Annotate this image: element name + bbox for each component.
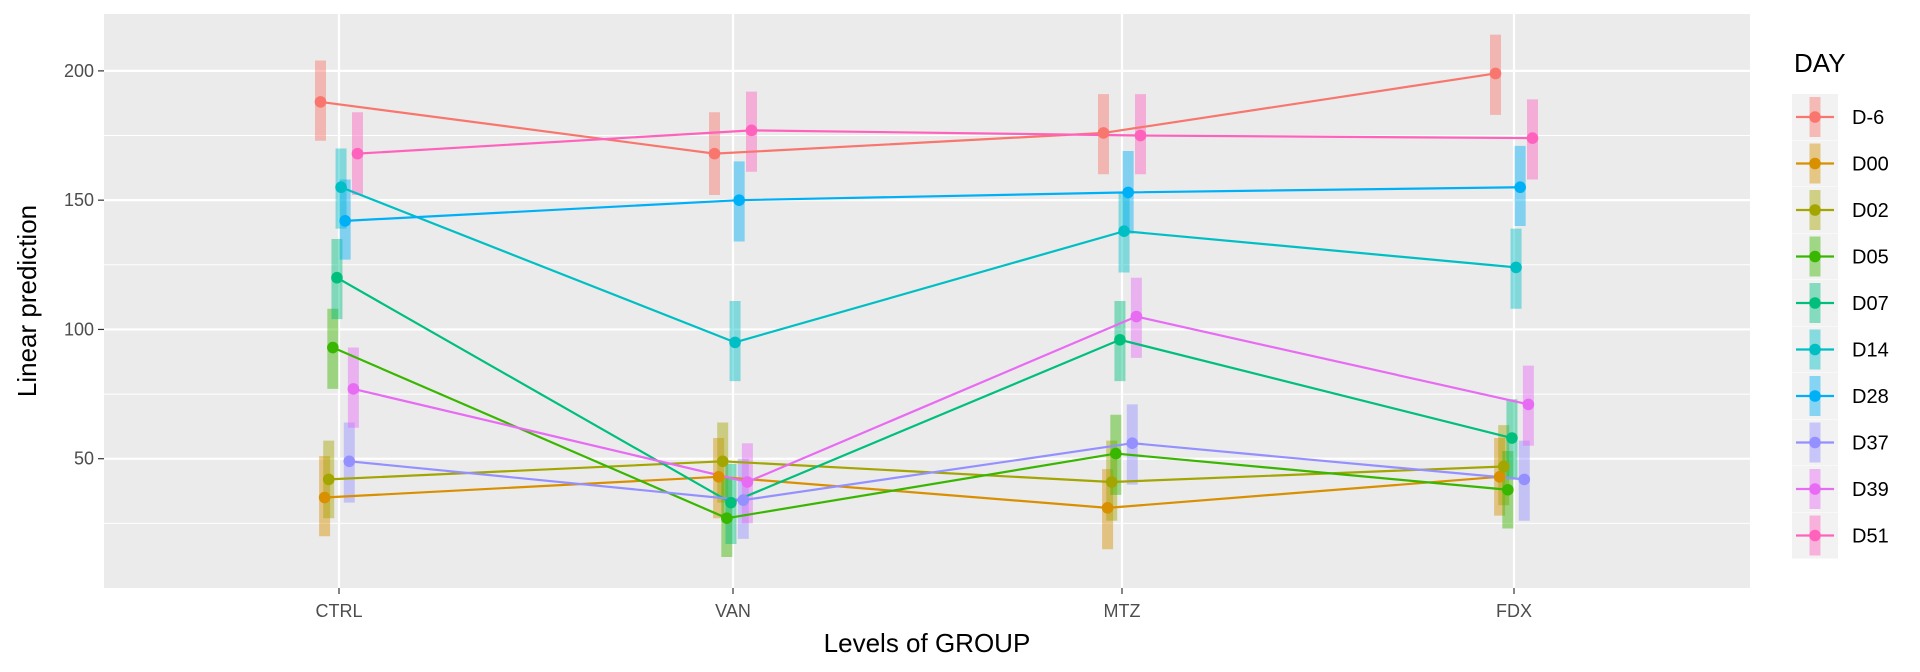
y-axis-title: Linear prediction	[12, 205, 42, 397]
series-line-d02	[328, 460, 1504, 484]
data-point-d-6	[708, 147, 721, 160]
data-point-d51	[1134, 129, 1147, 142]
legend-label-d05: D05	[1852, 247, 1889, 269]
data-point-d05	[1502, 483, 1514, 496]
legend-key-point	[1809, 111, 1821, 123]
data-point-d51	[745, 124, 758, 137]
data-point-d14	[729, 336, 741, 349]
data-point-d51	[351, 147, 364, 160]
data-point-d14	[1510, 261, 1522, 274]
series-line-d00	[324, 475, 1500, 509]
x-tick-label: CTRL	[315, 601, 362, 621]
data-point-d07	[1114, 333, 1126, 346]
legend: DAY D-6 D00 D02 D05 D07 D14 D28 D37 D39 D51	[1792, 48, 1889, 559]
legend-label-d00: D00	[1852, 154, 1889, 176]
data-point-d05	[721, 512, 733, 524]
series-line-d39	[353, 315, 1529, 484]
data-point-d39	[1522, 398, 1535, 411]
series-line-d05	[332, 346, 1508, 520]
legend-key-point	[1809, 529, 1821, 542]
data-point-d05	[327, 341, 339, 354]
data-point-d-6	[1489, 67, 1502, 80]
y-tick-label: 200	[64, 61, 94, 81]
data-point-d28	[1122, 186, 1134, 199]
data-point-d02	[322, 473, 335, 486]
legend-key-point	[1809, 157, 1821, 170]
legend-key-point	[1809, 343, 1821, 356]
data-point-d37	[1518, 473, 1531, 486]
legend-key-point	[1809, 483, 1821, 495]
series-line-d-6	[320, 72, 1496, 155]
data-point-d00	[318, 491, 331, 504]
legend-title: DAY	[1794, 48, 1846, 78]
data-point-d-6	[1097, 127, 1110, 139]
series-line-d51	[357, 129, 1533, 155]
legend-label-d02: D02	[1852, 200, 1889, 222]
x-axis: CTRL VAN MTZ FDX	[315, 588, 1532, 621]
y-tick-label: 150	[64, 190, 94, 210]
x-axis-title: Levels of GROUP	[824, 628, 1031, 658]
series-line-d07	[336, 276, 1513, 504]
series-points	[314, 67, 1539, 524]
x-tick-label: MTZ	[1104, 601, 1141, 621]
data-point-d-6	[314, 96, 327, 108]
data-point-d37	[737, 494, 750, 506]
data-point-d37	[343, 455, 356, 468]
legend-key-point	[1809, 436, 1821, 449]
grid-lines	[104, 14, 1750, 588]
data-point-d02	[716, 455, 729, 468]
legend-key-point	[1809, 250, 1821, 263]
y-tick-label: 50	[74, 449, 94, 469]
y-tick-label: 100	[64, 319, 94, 339]
data-point-d28	[733, 194, 745, 206]
series-line-d37	[349, 442, 1525, 502]
legend-label-d39: D39	[1852, 479, 1889, 501]
series-line-d14	[340, 186, 1517, 344]
data-point-d14	[1118, 225, 1130, 237]
legend-key-point	[1809, 390, 1821, 402]
data-point-d02	[1497, 460, 1510, 473]
data-point-d51	[1526, 132, 1539, 144]
legend-label-d37: D37	[1852, 433, 1889, 455]
data-point-d07	[725, 496, 737, 509]
data-point-d39	[1130, 310, 1143, 323]
legend-key-point	[1809, 297, 1821, 309]
data-point-d37	[1126, 437, 1139, 450]
data-point-d05	[1110, 447, 1122, 460]
legend-label-d28: D28	[1852, 386, 1889, 408]
x-tick-label: FDX	[1496, 601, 1532, 621]
data-point-d00	[1101, 502, 1114, 514]
data-point-d28	[1514, 181, 1526, 194]
legend-key-point	[1809, 204, 1821, 216]
legend-label-d51: D51	[1852, 526, 1889, 548]
data-point-d02	[1105, 476, 1118, 488]
data-point-d00	[1493, 471, 1506, 483]
series-line-d28	[345, 186, 1521, 222]
data-point-d00	[712, 471, 725, 483]
data-point-d28	[339, 215, 351, 227]
series-lines	[320, 72, 1533, 520]
y-axis: 50 100 150 200	[64, 61, 104, 469]
x-tick-label: VAN	[715, 601, 751, 621]
data-point-d07	[1506, 432, 1518, 444]
legend-label-d-6: D-6	[1852, 107, 1884, 129]
data-point-d39	[741, 476, 754, 488]
legend-label-d14: D14	[1852, 340, 1889, 362]
data-point-d39	[347, 383, 360, 395]
data-point-d14	[335, 181, 347, 194]
legend-label-d07: D07	[1852, 293, 1889, 315]
data-point-d07	[331, 271, 343, 284]
